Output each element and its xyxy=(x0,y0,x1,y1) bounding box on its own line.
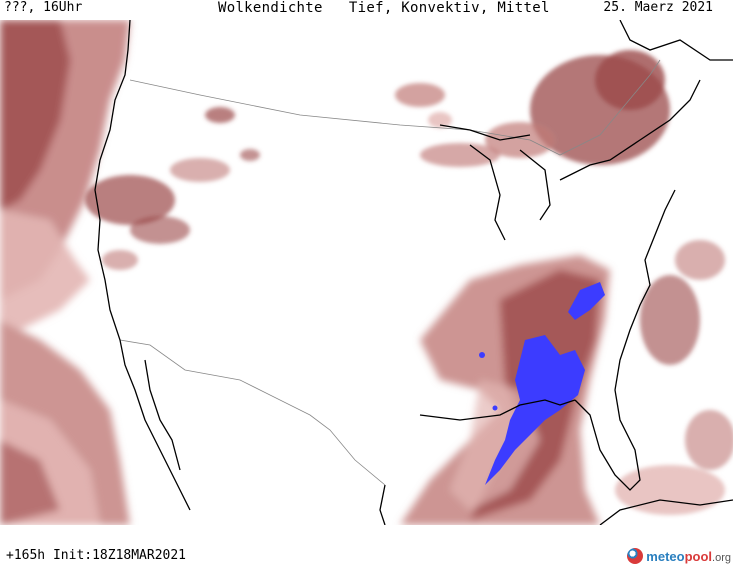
convective-cells xyxy=(479,282,605,485)
atlantic-cloud-patches xyxy=(615,240,733,515)
borders xyxy=(119,59,661,486)
meteopool-logo-icon xyxy=(627,548,644,564)
location-time-label: ???, 16Uhr xyxy=(4,0,83,15)
header-bar: ???, 16Uhr Wolkendichte Tief, Konvektiv,… xyxy=(0,0,733,20)
northwest-cloud-patches xyxy=(85,107,260,270)
forecast-init-label: +165h Init:18Z18MAR2021 xyxy=(6,548,187,563)
logo-name-part2: pool xyxy=(684,548,713,564)
map-title: Wolkendichte Tief, Konvektiv, Mittel xyxy=(218,0,550,16)
footer-bar: +165h Init:18Z18MAR2021 meteopool.org xyxy=(0,538,733,566)
map-canvas xyxy=(0,20,733,525)
cloud-density-map xyxy=(0,20,733,525)
logo-tld: .org xyxy=(712,551,731,564)
pacific-cloud-field xyxy=(0,20,130,525)
forecast-date: 25. Maerz 2021 xyxy=(603,0,713,15)
meteopool-logo-text: meteopool.org xyxy=(646,549,731,564)
meteopool-logo[interactable]: meteopool.org xyxy=(627,545,731,567)
northeast-cloud-field xyxy=(395,50,670,167)
coastlines xyxy=(94,20,733,525)
logo-name-part1: meteo xyxy=(646,548,685,564)
